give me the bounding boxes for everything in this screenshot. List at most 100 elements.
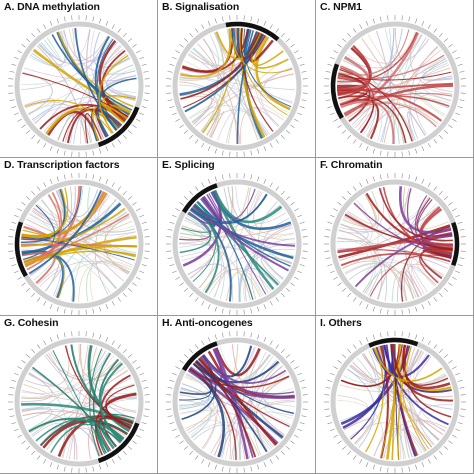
gene-label-tick <box>184 38 189 43</box>
gene-label-tick <box>122 134 127 139</box>
gene-label-tick <box>285 129 290 134</box>
highlighted-link-chord <box>383 344 449 426</box>
link-chord <box>192 47 216 68</box>
gene-label-tick <box>169 106 175 109</box>
gene-label-tick <box>250 332 253 338</box>
circos-plot-d <box>8 173 150 315</box>
gene-label-tick <box>337 44 342 48</box>
gene-label-tick <box>166 408 172 410</box>
highlighted-link-chord <box>192 201 217 282</box>
highlighted-link-chord <box>22 229 136 258</box>
gene-label-tick <box>56 464 59 470</box>
gene-label-tick <box>49 462 53 467</box>
gene-label-tick <box>263 146 267 151</box>
link-chord <box>191 365 295 407</box>
link-chord <box>343 351 424 385</box>
highlighted-link-chord <box>398 344 427 452</box>
gene-label-tick <box>387 467 389 473</box>
gene-label-tick <box>443 287 448 292</box>
gene-label-tick <box>117 186 121 191</box>
gene-label-tick <box>415 306 418 312</box>
gene-label-tick <box>85 15 87 21</box>
link-chord <box>185 217 233 302</box>
link-chord <box>337 247 448 269</box>
gene-label-tick <box>325 99 331 102</box>
gene-label-tick <box>401 467 403 473</box>
gene-label-tick <box>280 191 285 196</box>
link-chord <box>80 113 104 144</box>
link-chord <box>48 352 102 456</box>
gene-label-tick <box>189 33 194 38</box>
highlighted-link-chord <box>66 108 122 144</box>
gene-label-tick <box>14 214 19 218</box>
link-chord <box>188 73 294 119</box>
gene-label-tick <box>365 21 369 26</box>
gene-label-tick <box>8 394 14 396</box>
link-chord <box>197 43 238 145</box>
gene-label-tick <box>71 151 73 157</box>
gene-label-tick <box>285 196 290 201</box>
gene-label-tick <box>285 354 290 359</box>
gene-label-tick <box>290 440 295 444</box>
gene-label-tick <box>408 308 411 314</box>
gene-label-tick <box>117 344 121 349</box>
gene-label-tick <box>433 455 437 460</box>
highlighted-link-chord <box>240 28 264 60</box>
gene-label-tick <box>459 386 465 389</box>
gene-label-tick <box>63 332 66 338</box>
link-chord <box>106 75 137 98</box>
gene-label-tick <box>201 143 205 148</box>
gene-label-tick <box>299 221 305 224</box>
link-chord <box>31 352 111 436</box>
gene-label-tick <box>8 250 14 252</box>
gene-label-tick <box>250 174 253 180</box>
gene-label-tick <box>337 202 342 206</box>
link-chord <box>179 93 213 124</box>
gene-label-tick <box>327 106 333 109</box>
highlighted-link-chord <box>337 45 372 97</box>
gene-label-tick <box>92 332 95 338</box>
gene-label-tick <box>8 236 14 238</box>
link-chord <box>416 262 443 287</box>
highlighted-link-chord <box>23 255 65 299</box>
link-chord <box>262 411 294 437</box>
gene-label-tick <box>132 282 137 286</box>
gene-label-tick <box>132 44 137 48</box>
gene-label-tick <box>257 176 260 182</box>
gene-label-tick <box>327 63 333 66</box>
gene-label-tick <box>365 337 369 342</box>
gene-label-tick <box>372 18 375 24</box>
link-chord <box>184 60 286 119</box>
link-chord <box>103 215 130 275</box>
gene-label-tick <box>207 179 211 184</box>
gene-label-tick <box>359 182 363 187</box>
gene-label-tick <box>71 309 73 315</box>
gene-label-tick <box>105 179 109 184</box>
gene-label-tick <box>460 408 466 410</box>
panel-b: B. Signalisation <box>158 0 316 158</box>
gene-label-tick <box>302 92 308 94</box>
gene-label-tick <box>166 394 172 396</box>
gene-label-tick <box>269 340 273 345</box>
highlighted-link-chord <box>89 348 103 457</box>
link-chord <box>345 203 373 227</box>
gene-label-tick <box>85 173 87 179</box>
gene-label-tick <box>353 28 357 33</box>
link-chord <box>342 190 380 228</box>
link-chord <box>402 347 416 459</box>
gene-label-tick <box>263 304 267 309</box>
gene-label-tick <box>85 151 87 157</box>
gene-label-tick <box>195 139 199 144</box>
gene-label-tick <box>221 150 224 156</box>
gene-label-tick <box>11 379 17 382</box>
gene-label-tick <box>243 467 245 473</box>
highlighted-link-chord <box>337 32 418 83</box>
gene-group-arc <box>97 422 140 463</box>
link-chord <box>385 28 446 116</box>
gene-label-tick <box>229 467 231 473</box>
gene-label-tick <box>415 334 418 340</box>
gene-label-tick <box>111 459 115 464</box>
gene-label-tick <box>347 134 352 139</box>
link-chord <box>347 193 378 225</box>
gene-label-tick <box>301 257 307 260</box>
